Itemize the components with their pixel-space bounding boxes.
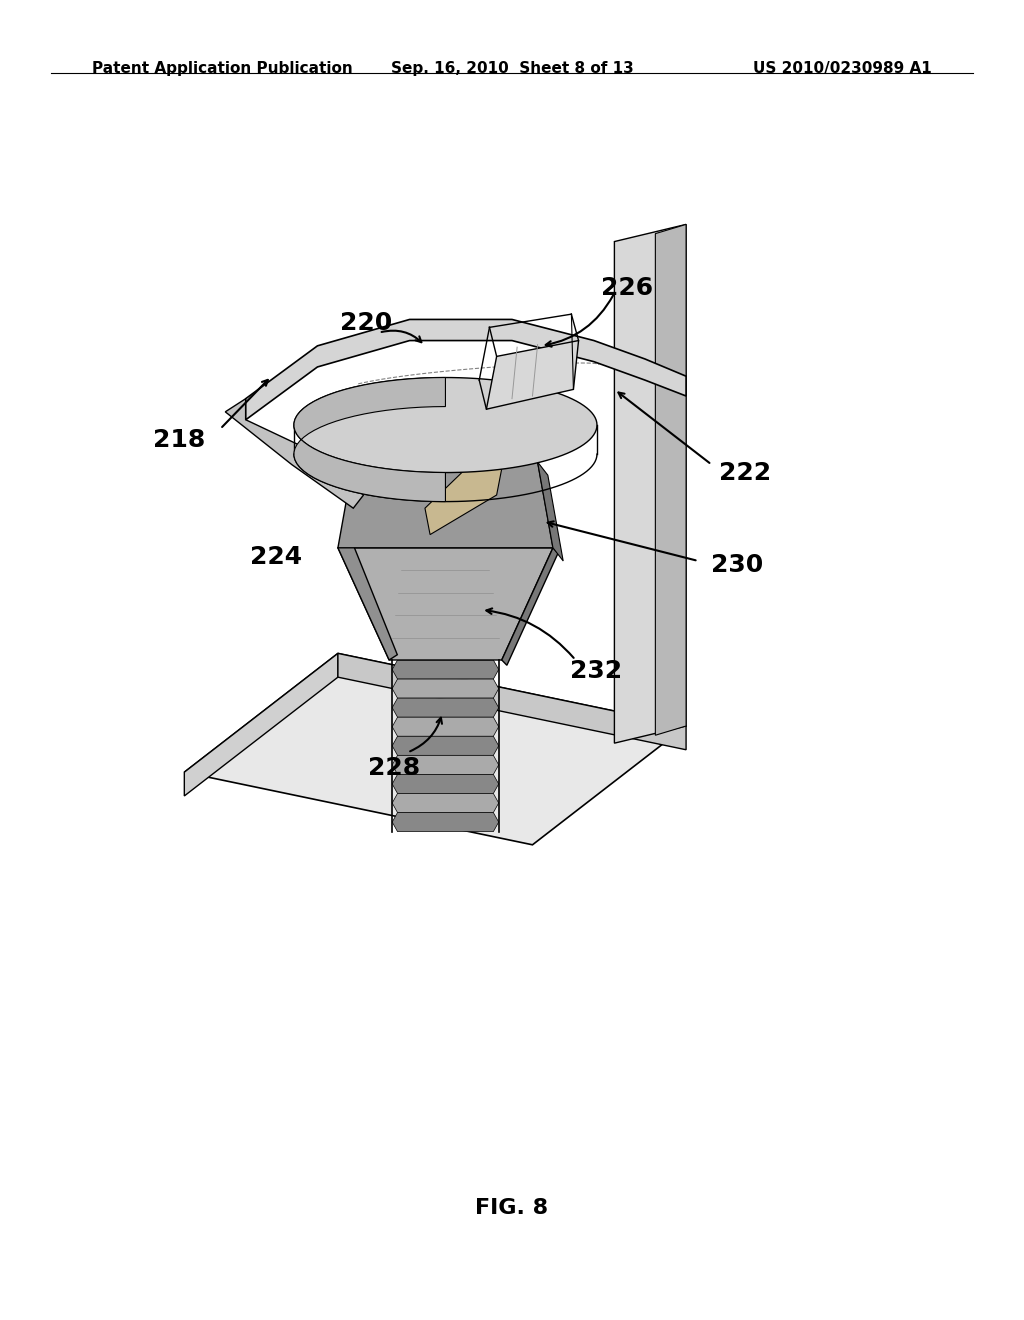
Polygon shape xyxy=(338,653,686,750)
Polygon shape xyxy=(246,319,686,420)
Polygon shape xyxy=(184,653,686,845)
Polygon shape xyxy=(392,737,499,755)
Polygon shape xyxy=(392,678,499,698)
Polygon shape xyxy=(392,698,499,717)
Polygon shape xyxy=(294,378,597,473)
Polygon shape xyxy=(225,399,364,508)
Polygon shape xyxy=(294,378,445,502)
Text: 226: 226 xyxy=(601,276,652,300)
Polygon shape xyxy=(655,224,686,735)
Polygon shape xyxy=(184,653,338,796)
Text: 224: 224 xyxy=(251,545,302,569)
Polygon shape xyxy=(392,775,499,793)
Polygon shape xyxy=(502,548,558,665)
Polygon shape xyxy=(392,793,499,813)
Text: Patent Application Publication: Patent Application Publication xyxy=(92,61,353,75)
Text: 220: 220 xyxy=(340,312,393,335)
Text: 232: 232 xyxy=(570,659,622,682)
Polygon shape xyxy=(392,717,499,737)
Polygon shape xyxy=(425,442,507,535)
Polygon shape xyxy=(338,462,553,548)
Text: US 2010/0230989 A1: US 2010/0230989 A1 xyxy=(753,61,932,75)
Polygon shape xyxy=(392,813,499,832)
Text: 222: 222 xyxy=(720,461,771,484)
Text: Sep. 16, 2010  Sheet 8 of 13: Sep. 16, 2010 Sheet 8 of 13 xyxy=(390,61,634,75)
Polygon shape xyxy=(486,341,579,409)
Polygon shape xyxy=(338,537,397,660)
Polygon shape xyxy=(614,224,686,743)
Text: 230: 230 xyxy=(711,553,764,577)
Text: 218: 218 xyxy=(153,428,206,451)
Polygon shape xyxy=(392,755,499,775)
Polygon shape xyxy=(338,548,553,660)
Text: FIG. 8: FIG. 8 xyxy=(475,1197,549,1218)
Text: 228: 228 xyxy=(369,756,420,780)
Polygon shape xyxy=(538,462,563,561)
Polygon shape xyxy=(392,660,499,678)
